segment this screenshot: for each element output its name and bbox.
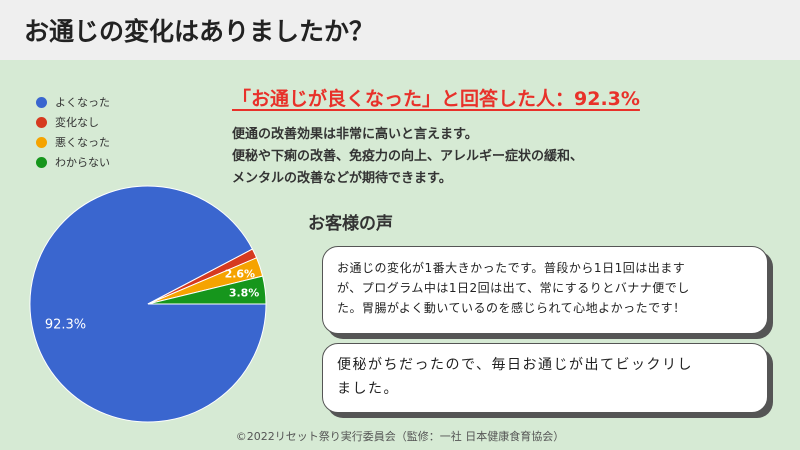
legend-item: よくなった (36, 92, 110, 112)
customer-voice-bubble: お通じの変化が1番大きかったです。普段から1日1回は出ます が、プログラム中は1… (322, 246, 768, 334)
legend-label: 変化なし (55, 116, 99, 129)
pie-data-label: 3.8% (229, 286, 260, 299)
voice-line: ました。 (337, 381, 399, 397)
pie-data-label: 92.3% (45, 317, 86, 332)
voice-line: お通じの変化が1番大きかったです。普段から1日1回は出ます (337, 261, 686, 275)
voice-line: が、プログラム中は1日2回は出て、常にするりとバナナ便でし (337, 281, 690, 295)
header-bar: お通じの変化はありましたか？ (0, 0, 800, 60)
pie-slice (29, 185, 267, 423)
pie-slice (147, 275, 267, 305)
customer-voice-title: お客様の声 (308, 214, 393, 234)
legend-label: わからない (55, 156, 110, 169)
page-title: お通じの変化はありましたか？ (24, 17, 375, 46)
legend-marker (36, 156, 47, 168)
description-line: メンタルの改善などが期待できます。 (232, 171, 452, 186)
legend-item: 変化なし (36, 112, 110, 132)
legend-item: 悪くなった (36, 132, 110, 152)
copyright-footer: ©2022リセット祭り実行委員会（監修：一社 日本健康食育協会） (235, 430, 565, 443)
customer-voice-bubble: 便秘がちだったので、毎日お通じが出てビックリし ました。 (322, 343, 768, 413)
pie-data-label: 2.6% (225, 268, 256, 281)
pie-slice (147, 248, 258, 305)
headline: 「お通じが良くなった」と回答した人：92.3% (232, 88, 640, 110)
legend-marker (36, 136, 47, 148)
description-line: 便秘や下痢の改善、免疫力の向上、アレルギー症状の緩和、 (232, 149, 584, 164)
legend-label: 悪くなった (55, 136, 110, 149)
chart-legend: よくなった 変化なし 悪くなった わからない (36, 92, 110, 172)
voice-line: た。胃腸がよく動いているのを感じられて心地よかったです！ (337, 301, 686, 315)
pie-slice (147, 257, 264, 305)
description: 便通の改善効果は非常に高いと言えます。 便秘や下痢の改善、免疫力の向上、アレルギ… (232, 124, 583, 190)
legend-item: わからない (36, 152, 110, 172)
legend-marker (36, 116, 47, 128)
description-line: 便通の改善効果は非常に高いと言えます。 (232, 127, 478, 142)
voice-line: 便秘がちだったので、毎日お通じが出てビックリし (337, 357, 693, 373)
legend-label: よくなった (55, 96, 110, 109)
legend-marker (36, 96, 47, 108)
